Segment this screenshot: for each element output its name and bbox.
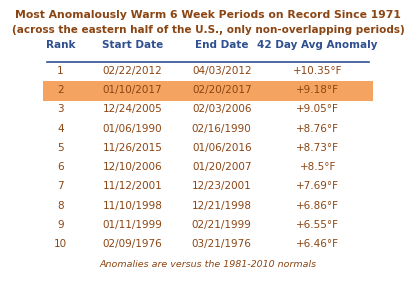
Text: (across the eastern half of the U.S., only non-overlapping periods): (across the eastern half of the U.S., on… [12,25,404,35]
Text: 11/26/2015: 11/26/2015 [103,143,163,153]
Text: +7.69°F: +7.69°F [296,181,339,191]
Text: 02/20/2017: 02/20/2017 [192,85,252,95]
Text: +8.73°F: +8.73°F [296,143,339,153]
Text: 2: 2 [57,85,64,95]
Text: +9.05°F: +9.05°F [296,104,339,114]
Text: 01/20/2007: 01/20/2007 [192,162,251,172]
Text: 7: 7 [57,181,64,191]
Text: 3: 3 [57,104,64,114]
Text: Rank: Rank [46,40,75,50]
Text: 04/03/2012: 04/03/2012 [192,66,252,76]
Text: 11/12/2001: 11/12/2001 [103,181,162,191]
Text: 1: 1 [57,66,64,76]
Text: 01/06/1990: 01/06/1990 [103,124,162,134]
Text: 01/06/2016: 01/06/2016 [192,143,252,153]
Text: Anomalies are versus the 1981-2010 normals: Anomalies are versus the 1981-2010 norma… [99,261,317,269]
FancyBboxPatch shape [43,82,373,101]
Text: 9: 9 [57,220,64,230]
Text: 12/21/1998: 12/21/1998 [192,200,252,210]
Text: 5: 5 [57,143,64,153]
Text: +8.5°F: +8.5°F [300,162,336,172]
Text: 8: 8 [57,200,64,210]
Text: 02/09/1976: 02/09/1976 [103,239,162,249]
Text: 12/10/2006: 12/10/2006 [103,162,162,172]
Text: 42 Day Avg Anomaly: 42 Day Avg Anomaly [258,40,378,50]
Text: 02/22/2012: 02/22/2012 [103,66,162,76]
Text: 01/11/1999: 01/11/1999 [103,220,163,230]
Text: End Date: End Date [195,40,248,50]
Text: 03/21/1976: 03/21/1976 [192,239,252,249]
Text: Most Anomalously Warm 6 Week Periods on Record Since 1971: Most Anomalously Warm 6 Week Periods on … [15,10,401,20]
Text: 12/23/2001: 12/23/2001 [192,181,252,191]
Text: +9.18°F: +9.18°F [296,85,339,95]
Text: 01/10/2017: 01/10/2017 [103,85,162,95]
Text: 4: 4 [57,124,64,134]
Text: 02/21/1999: 02/21/1999 [192,220,252,230]
Text: 6: 6 [57,162,64,172]
Text: 02/16/1990: 02/16/1990 [192,124,252,134]
Text: +10.35°F: +10.35°F [293,66,342,76]
Text: 10: 10 [54,239,67,249]
Text: +8.76°F: +8.76°F [296,124,339,134]
Text: +6.86°F: +6.86°F [296,200,339,210]
Text: +6.55°F: +6.55°F [296,220,339,230]
Text: 11/10/1998: 11/10/1998 [103,200,163,210]
Text: Start Date: Start Date [102,40,163,50]
Text: 12/24/2005: 12/24/2005 [103,104,162,114]
Text: +6.46°F: +6.46°F [296,239,339,249]
Text: 02/03/2006: 02/03/2006 [192,104,251,114]
